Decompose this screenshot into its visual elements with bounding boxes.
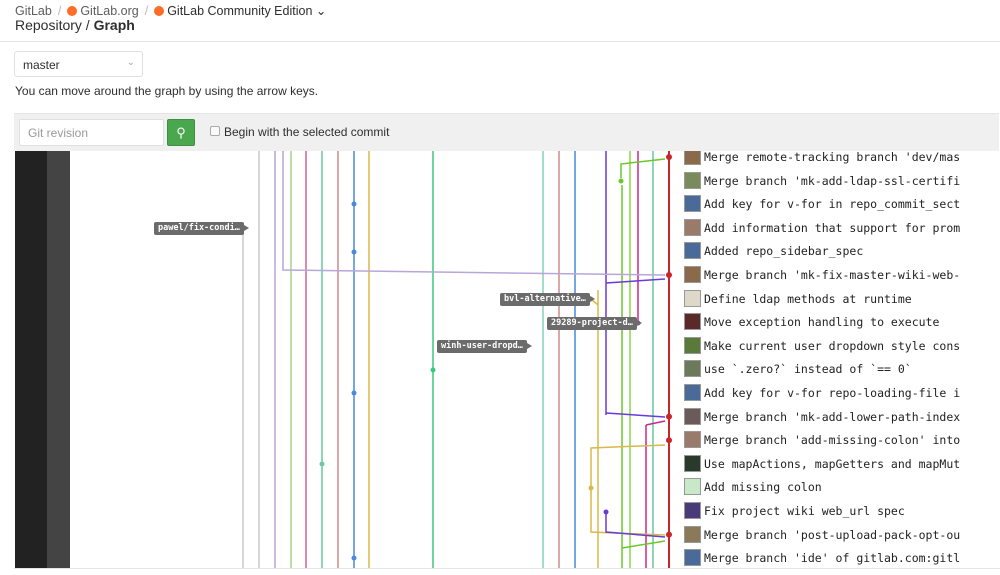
merge-commit-dot: [666, 437, 672, 444]
avatar[interactable]: [684, 549, 701, 567]
merge-edge: [590, 444, 666, 488]
commit-dot: [351, 201, 357, 207]
commit-message[interactable]: Fix project wiki web_url spec: [704, 504, 905, 518]
graph-toolbar: Git revision ⚲ Begin with the selected c…: [14, 113, 999, 151]
avatar[interactable]: [684, 266, 701, 283]
commit-message[interactable]: Move exception handling to execute: [704, 315, 940, 330]
commit-message[interactable]: Merge branch 'ide' of gitlab.com:gitl: [704, 551, 961, 566]
commit-message[interactable]: Use mapActions, mapGetters and mapMut: [704, 456, 961, 471]
network-graph[interactable]: Merge remote-tracking branch 'dev/mas Mer…: [14, 151, 1000, 569]
breadcrumb-current: Graph: [93, 17, 135, 33]
graph-left-bar: [47, 151, 70, 568]
commit-message[interactable]: Added repo_sidebar_spec: [704, 244, 864, 259]
merge-edge: [605, 512, 666, 538]
avatar[interactable]: [684, 478, 701, 496]
commit-message[interactable]: Add key for v-for repo-loading-file i: [704, 386, 961, 400]
commit-message[interactable]: Merge branch 'mk-fix-master-wiki-web-: [704, 268, 961, 282]
breadcrumb: GitLab / GitLab.org / GitLab Community E…: [15, 3, 327, 19]
commit-dot: [603, 509, 609, 515]
branch-ref-label[interactable]: winh-user-dropd…: [437, 340, 532, 353]
merge-commit-dot: [666, 154, 672, 160]
avatar[interactable]: [684, 525, 701, 543]
commit-message[interactable]: Merge branch 'mk-add-lower-path-index: [704, 409, 961, 424]
commit-message[interactable]: Merge branch 'post-upload-pack-opt-ou: [704, 527, 961, 542]
breadcrumb-group[interactable]: GitLab.org: [67, 4, 139, 18]
avatar[interactable]: [684, 431, 701, 449]
commit-message[interactable]: Merge remote-tracking branch 'dev/mas: [704, 151, 961, 164]
begin-with-selected-checkbox[interactable]: [210, 126, 220, 136]
avatar[interactable]: [684, 360, 701, 378]
commit-message[interactable]: Merge branch 'mk-add-ldap-ssl-certifi: [704, 173, 961, 188]
commit-dot: [351, 249, 357, 255]
merge-edge: [590, 488, 666, 536]
divider: [0, 41, 1000, 42]
merge-edge: [605, 412, 666, 418]
avatar[interactable]: [684, 195, 701, 213]
avatar[interactable]: [684, 171, 701, 189]
search-icon: ⚲: [176, 125, 186, 140]
page-title: Repository / Graph: [15, 17, 135, 33]
branch-ref-label[interactable]: pawel/fix-condi…: [154, 222, 249, 235]
merge-commit-dot: [666, 413, 672, 420]
avatar[interactable]: [684, 313, 701, 331]
breadcrumb-gitlab[interactable]: GitLab: [15, 3, 52, 18]
graph-left-bar: [15, 151, 47, 568]
merge-edge: [620, 158, 666, 178]
merge-edge: [645, 420, 666, 426]
branch-select[interactable]: master ⌄: [14, 51, 143, 77]
avatar[interactable]: [684, 454, 701, 472]
breadcrumb-repository[interactable]: Repository: [15, 17, 82, 33]
avatar[interactable]: [684, 384, 701, 401]
commit-message[interactable]: Add key for v-for in repo_commit_sect: [704, 197, 961, 212]
gitlab-logo-icon: [154, 6, 165, 16]
merge-commit-dot: [666, 272, 672, 278]
commit-message[interactable]: Merge branch 'add-missing-colon' into: [704, 433, 961, 448]
commit-dot: [319, 461, 325, 467]
commit-message[interactable]: Define ldap methods at runtime: [704, 291, 912, 306]
commit-message[interactable]: Make current user dropdown style cons: [704, 338, 961, 353]
chevron-down-icon: ⌄: [126, 57, 135, 68]
avatar[interactable]: [684, 218, 701, 236]
commit-dot: [351, 390, 357, 396]
commit-dot: [588, 485, 594, 491]
search-button[interactable]: ⚲: [167, 119, 195, 146]
merge-edge: [282, 151, 666, 276]
gitlab-logo-icon: [67, 5, 78, 16]
commit-message[interactable]: use `.zero?` instead of `== 0`: [704, 362, 912, 377]
commit-dot: [430, 367, 436, 373]
avatar[interactable]: [684, 242, 701, 260]
git-revision-input[interactable]: Git revision: [19, 119, 164, 146]
avatar[interactable]: [684, 407, 701, 425]
avatar[interactable]: [684, 151, 701, 165]
merge-commit-dot: [666, 531, 672, 538]
merge-edge: [605, 278, 666, 284]
branch-ref-label[interactable]: bvl-alternative…: [500, 293, 595, 306]
graph-hint: You can move around the graph by using t…: [15, 84, 319, 98]
begin-with-selected-label[interactable]: Begin with the selected commit: [224, 125, 390, 139]
commit-dot: [618, 178, 624, 184]
chevron-down-icon: ⌄: [315, 4, 327, 18]
merge-edge: [621, 540, 666, 549]
commit-message[interactable]: Add missing colon: [704, 480, 822, 495]
commit-dot: [351, 555, 357, 561]
branch-ref-label[interactable]: 29289-project-d…: [547, 317, 642, 330]
avatar[interactable]: [684, 289, 701, 307]
avatar[interactable]: [684, 336, 701, 354]
commit-message[interactable]: Add information that support for prom: [704, 220, 961, 235]
avatar[interactable]: [684, 502, 701, 519]
breadcrumb-project[interactable]: GitLab Community Edition ⌄: [154, 3, 326, 18]
graph-canvas[interactable]: [14, 151, 1000, 569]
